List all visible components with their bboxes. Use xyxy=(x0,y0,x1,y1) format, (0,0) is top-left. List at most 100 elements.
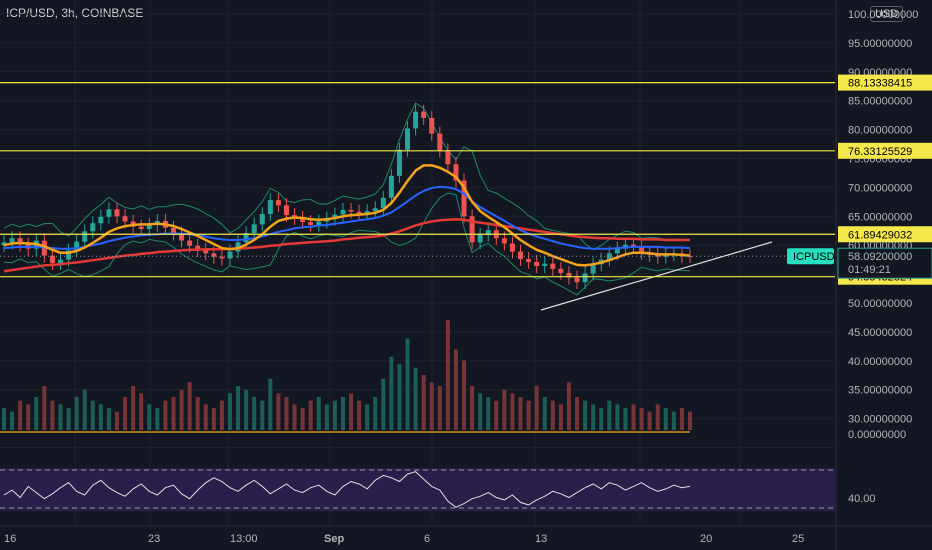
candle-body xyxy=(316,221,322,225)
volume-bar xyxy=(42,386,47,430)
candle-body xyxy=(251,224,257,234)
volume-bar xyxy=(66,408,71,430)
volume-bar xyxy=(268,378,273,430)
volume-bar xyxy=(50,400,55,430)
candle-body xyxy=(558,268,564,273)
volume-bar xyxy=(131,386,136,430)
volume-bar xyxy=(599,408,604,430)
volume-bar xyxy=(647,411,652,430)
price-axis-tick: 70.00000000 xyxy=(848,182,912,194)
volume-bar xyxy=(219,400,224,430)
candle-body xyxy=(1,242,7,246)
candle-body xyxy=(308,222,314,225)
volume-bar xyxy=(421,375,426,430)
time-axis-tick: 25 xyxy=(792,533,804,545)
candle-body xyxy=(57,259,63,264)
volume-bar xyxy=(349,393,354,430)
price-axis-tick: 65.00000000 xyxy=(848,211,912,223)
price-axis-tick: 45.00000000 xyxy=(848,327,912,339)
candle-body xyxy=(340,209,346,215)
volume-bar xyxy=(413,367,418,430)
candle-body xyxy=(259,213,265,225)
volume-bar xyxy=(373,397,378,430)
volume-bar xyxy=(106,408,111,430)
volume-bar xyxy=(139,393,144,430)
volume-bar xyxy=(591,404,596,430)
candle-body xyxy=(267,200,273,214)
volume-bar xyxy=(260,400,265,430)
volume-bar xyxy=(147,404,152,430)
volume-bar xyxy=(155,408,160,430)
price-axis-tick: 85.00000000 xyxy=(848,96,912,108)
time-axis-tick: 20 xyxy=(700,533,712,545)
candle-body xyxy=(82,231,88,242)
current-price-label-bg xyxy=(837,247,932,279)
candle-body xyxy=(388,175,394,198)
candle-body xyxy=(114,209,120,217)
rsi-axis-tick: 40.00 xyxy=(848,493,876,505)
volume-bar xyxy=(389,356,394,430)
currency-button[interactable]: USD xyxy=(870,6,904,22)
candle-body xyxy=(461,180,467,217)
candle-body xyxy=(74,241,80,251)
volume-bar xyxy=(381,378,386,430)
volume-bar xyxy=(252,397,257,430)
volume-bar xyxy=(324,404,329,430)
time-axis-tick: 13:00 xyxy=(230,533,258,545)
volume-bar xyxy=(502,389,507,430)
price-axis-tick: 0.00000000 xyxy=(848,429,906,441)
price-axis-tick: 30.00000000 xyxy=(848,414,912,426)
candle-body xyxy=(106,209,112,217)
volume-bar xyxy=(26,404,31,430)
time-axis-tick: 6 xyxy=(424,533,430,545)
price-axis-tick: 50.00000000 xyxy=(848,298,912,310)
volume-bar xyxy=(357,400,362,430)
candle-body xyxy=(405,128,411,150)
volume-bar xyxy=(510,393,515,430)
candle-body xyxy=(396,149,402,176)
candle-body xyxy=(9,238,15,243)
candle-body xyxy=(550,263,556,269)
candle-body xyxy=(138,226,144,230)
volume-bar xyxy=(575,397,580,430)
volume-bar xyxy=(276,393,281,430)
candle-body xyxy=(429,118,435,134)
volume-bar xyxy=(631,404,636,430)
candle-body xyxy=(574,277,580,283)
volume-bar xyxy=(688,411,692,430)
volume-bar xyxy=(639,408,644,430)
candle-body xyxy=(49,255,55,264)
volume-bar xyxy=(526,400,531,430)
candle-body xyxy=(98,216,104,224)
countdown-label: 01:49:21 xyxy=(848,264,891,276)
ma-slow-line xyxy=(3,217,690,273)
price-axis-tick: 95.00000000 xyxy=(848,38,912,50)
volume-bar xyxy=(671,411,676,430)
candle-body xyxy=(590,264,596,274)
volume-bar xyxy=(58,404,63,430)
volume-bar xyxy=(98,404,103,430)
price-level-label-bg xyxy=(838,74,932,91)
candle-body xyxy=(90,223,96,232)
candle-body xyxy=(203,249,209,254)
volume-bar xyxy=(486,397,491,430)
volume-bar xyxy=(300,408,305,430)
volume-bar xyxy=(203,404,208,430)
volume-bar xyxy=(332,400,337,430)
rsi-line xyxy=(3,471,691,508)
volume-bar xyxy=(171,397,176,430)
candle-body xyxy=(631,244,637,247)
volume-bar xyxy=(494,400,499,430)
volume-bar xyxy=(163,400,168,430)
candle-body xyxy=(606,253,612,260)
volume-bar xyxy=(74,397,79,430)
current-price-label: 58.09200000 xyxy=(848,251,912,263)
candle-body xyxy=(614,248,620,254)
volume-bar xyxy=(550,400,555,430)
volume-bar xyxy=(114,411,119,430)
volume-bar xyxy=(308,400,313,430)
candle-body xyxy=(413,111,419,129)
candle-body xyxy=(283,205,289,216)
candle-body xyxy=(332,214,338,219)
